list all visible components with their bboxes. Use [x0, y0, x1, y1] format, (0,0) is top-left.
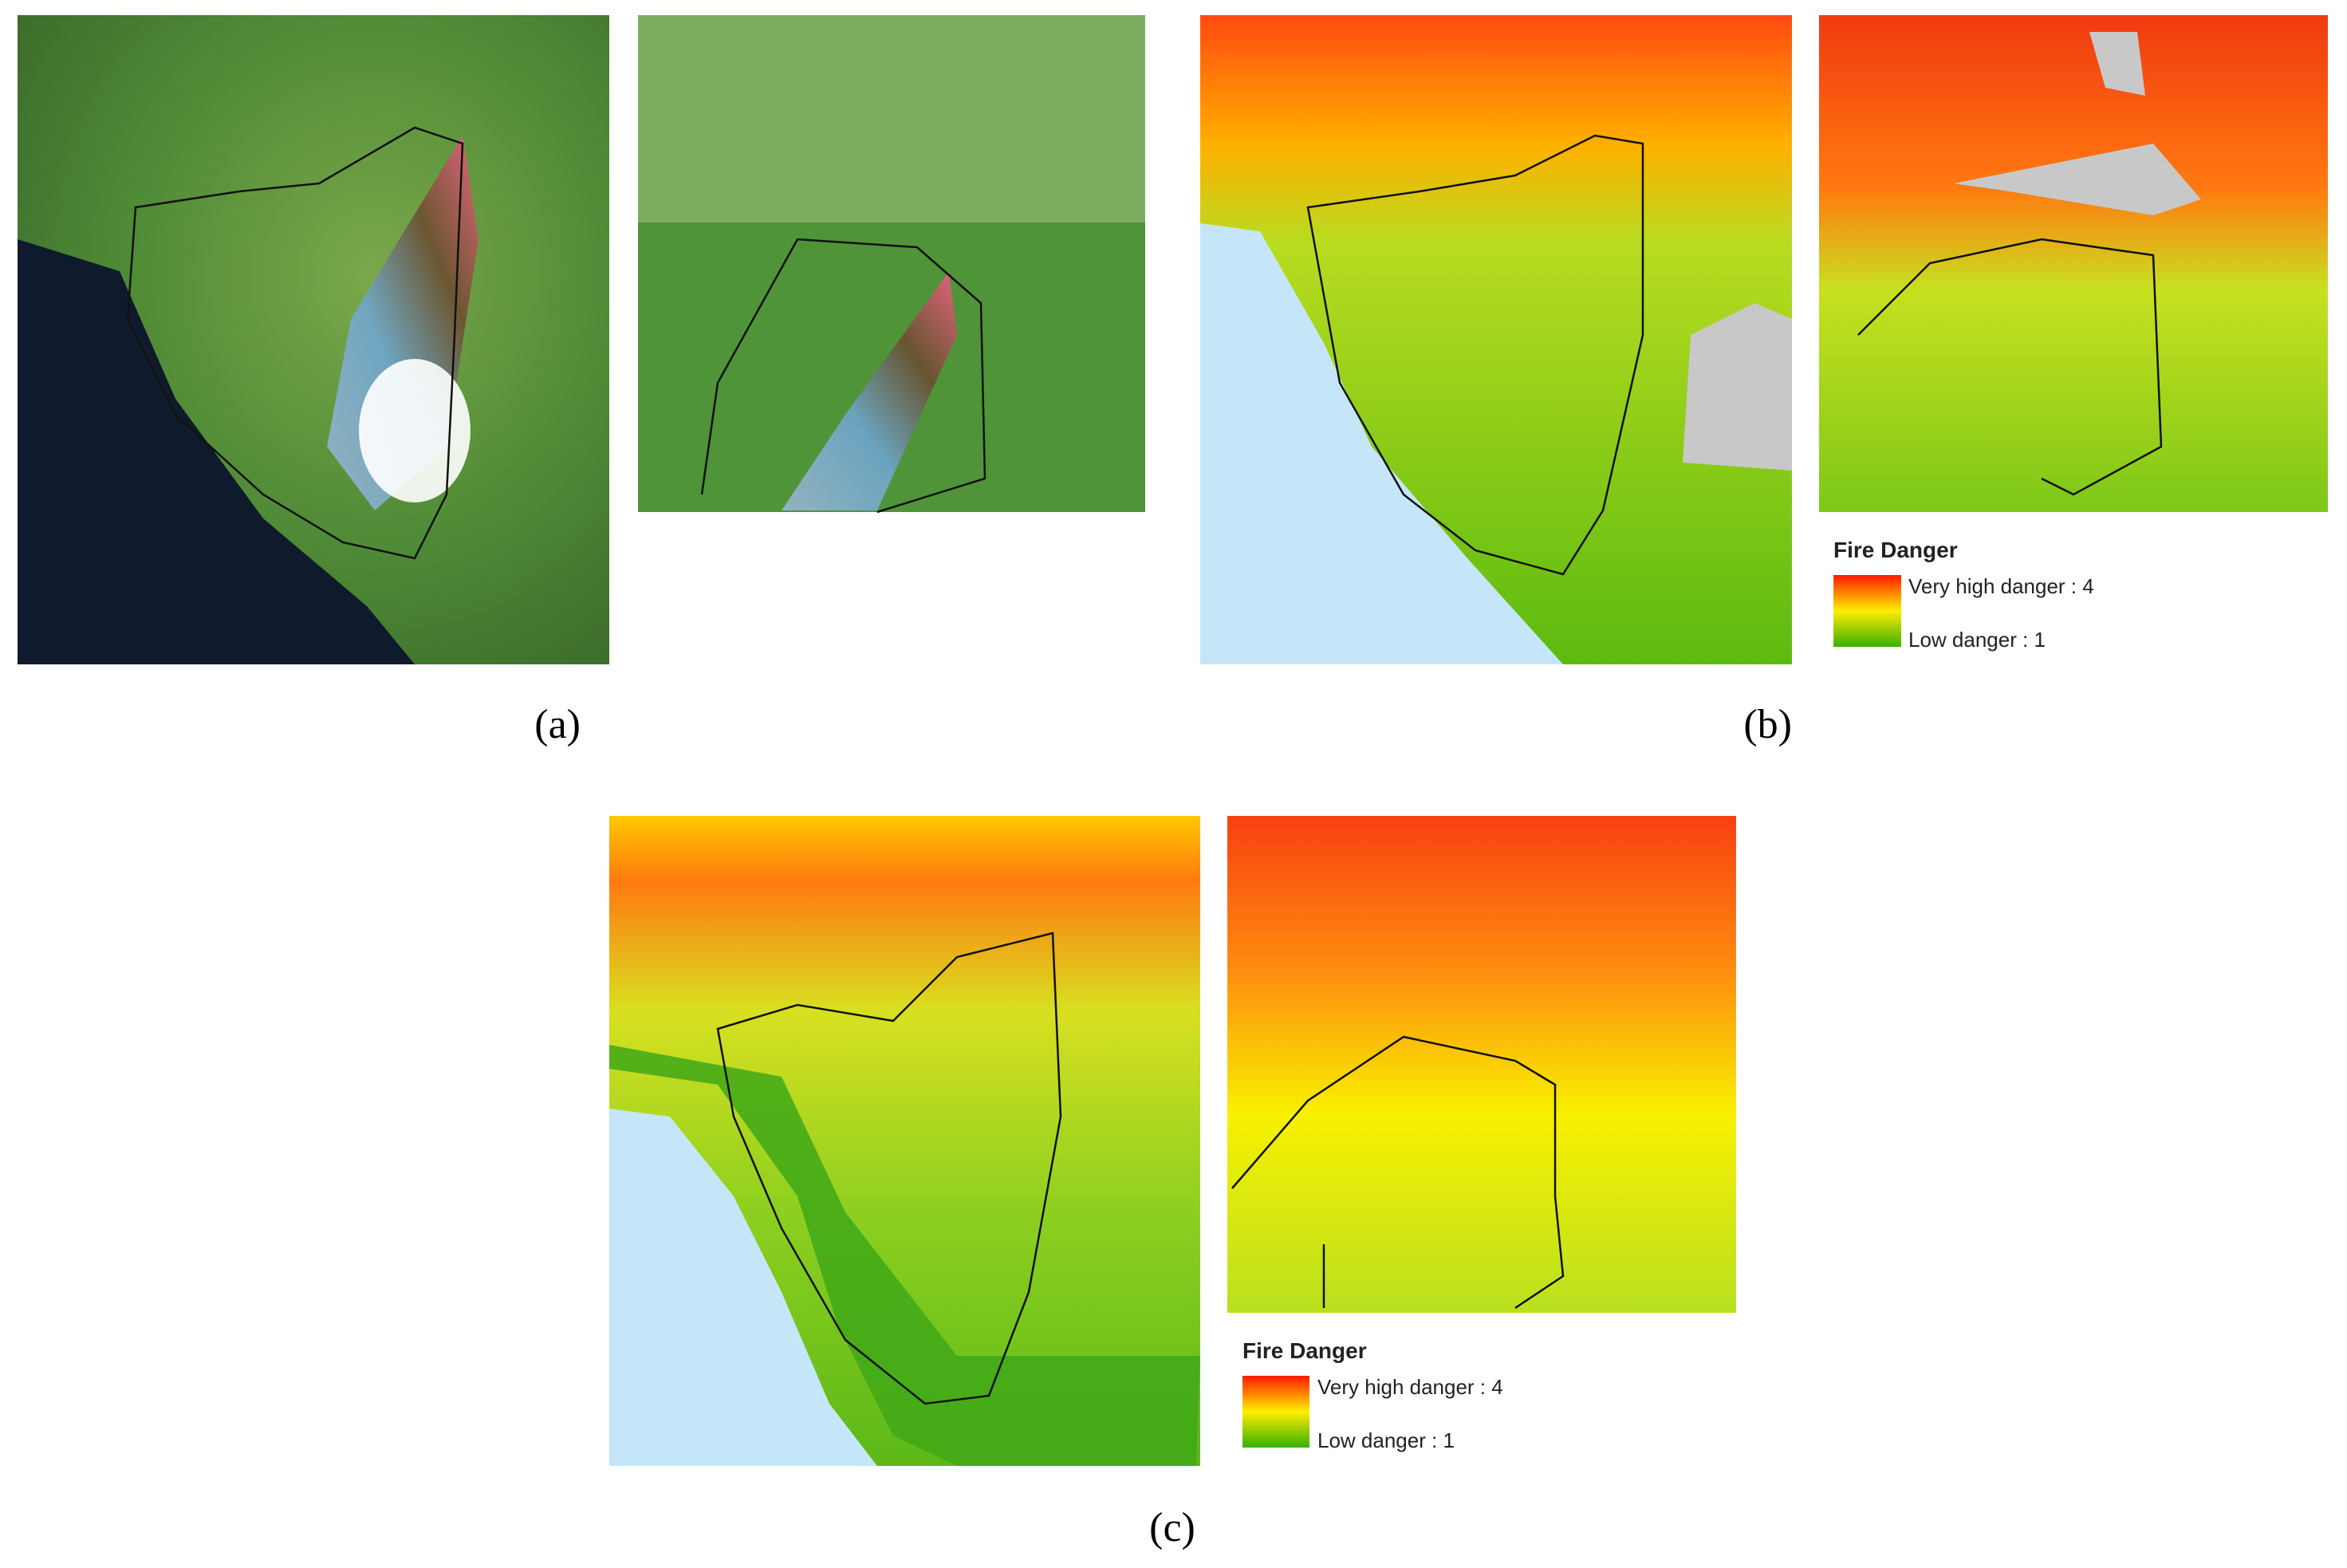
legend-title: Fire Danger [1242, 1338, 1367, 1363]
fire-perimeter [126, 126, 464, 560]
sea [1200, 223, 1563, 664]
fire-perimeter [1306, 134, 1644, 576]
legend-low: Low danger : 1 [1908, 628, 2046, 652]
no-data [1683, 303, 1792, 471]
fire-perimeter [700, 238, 986, 514]
no-data [1954, 32, 2201, 215]
legend-ramp [1833, 575, 1901, 647]
legend-high: Very high danger : 4 [1908, 574, 2094, 598]
sea [609, 1109, 877, 1466]
smoke-plume [782, 271, 957, 510]
ocean [18, 239, 415, 664]
cloud [359, 359, 471, 502]
fields [638, 15, 1145, 223]
legend-low: Low danger : 1 [1317, 1428, 1455, 1452]
fire-perimeter [1857, 238, 2163, 496]
panel-label: (b) [1743, 702, 1792, 747]
legend-ramp [1242, 1376, 1309, 1448]
panel-label: (c) [1149, 1505, 1195, 1550]
legend-title: Fire Danger [1833, 538, 1958, 562]
danger-zoom [1819, 15, 2328, 512]
legend: Fire Danger Very high danger : 4 Low dan… [1242, 1338, 1503, 1452]
panel-label: (a) [534, 702, 581, 747]
panel-c: Fire Danger Very high danger : 4 Low dan… [609, 816, 1736, 1550]
low-zone [609, 1045, 1200, 1466]
legend-high: Very high danger : 4 [1317, 1375, 1503, 1399]
danger-zoom [1227, 816, 1736, 1313]
fire-perimeter [716, 932, 1062, 1405]
panel-b: Fire Danger Very high danger : 4 Low dan… [1200, 15, 2328, 747]
fire-perimeter [1231, 1035, 1565, 1310]
panel-a: (a) [18, 15, 1145, 747]
legend: Fire Danger Very high danger : 4 Low dan… [1833, 538, 2094, 652]
